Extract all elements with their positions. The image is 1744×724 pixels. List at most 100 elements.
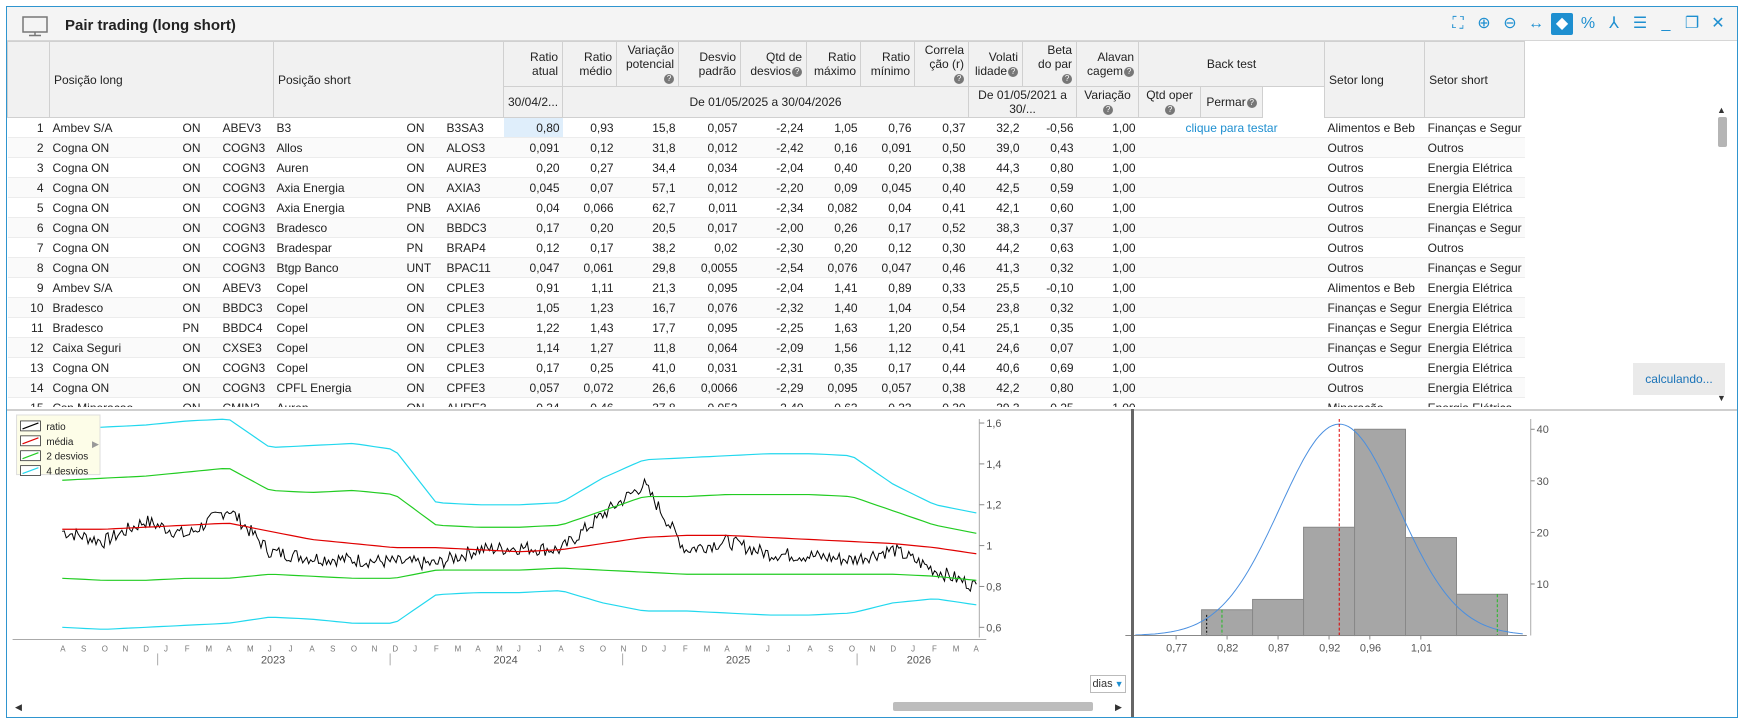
table-row[interactable]: 12 Caixa Seguri ON CXSE3 Copel ON CPLE3 1,14 1,2… (7, 337, 1525, 358)
cell[interactable]: 0,41 (914, 337, 969, 358)
backtest-cell[interactable] (1262, 317, 1325, 338)
cell[interactable]: ON (179, 157, 220, 178)
cell[interactable]: Ambev S/A (49, 117, 180, 138)
cell[interactable]: 0,057 (503, 377, 563, 398)
cell[interactable]: 39,0 (968, 137, 1023, 158)
zoom-out-icon[interactable]: ⊖ (1503, 15, 1517, 32)
cell[interactable]: 0,095 (678, 317, 741, 338)
cell[interactable]: Outros (1324, 137, 1425, 158)
backtest-cell[interactable] (1138, 357, 1201, 378)
backtest-cell[interactable] (1200, 357, 1263, 378)
cell[interactable]: BBDC3 (219, 297, 274, 318)
cell[interactable]: 0,38 (914, 377, 969, 398)
cell[interactable]: -2,04 (740, 277, 807, 298)
cell[interactable]: 57,1 (616, 177, 679, 198)
backtest-cell[interactable] (1138, 237, 1201, 258)
cell[interactable]: Cogna ON (49, 237, 180, 258)
cell[interactable]: Energia Elétrica (1424, 317, 1525, 338)
cell[interactable]: Energia Elétrica (1424, 397, 1525, 407)
cell[interactable]: 0,045 (860, 177, 915, 198)
backtest-cell[interactable] (1262, 337, 1325, 358)
cell[interactable]: 0,40 (914, 177, 969, 198)
cell[interactable]: 62,7 (616, 197, 679, 218)
backtest-cell[interactable] (1138, 177, 1201, 198)
fit-width-icon[interactable]: ↔ (1528, 15, 1544, 32)
backtest-cell[interactable] (1200, 237, 1263, 258)
cell[interactable]: 0,07 (1022, 337, 1077, 358)
cell[interactable]: BPAC11 (443, 257, 504, 278)
cell[interactable]: Energia Elétrica (1424, 157, 1525, 178)
cell[interactable]: 1,00 (1076, 297, 1139, 318)
cell[interactable]: ON (403, 397, 444, 407)
cell[interactable]: 39,3 (968, 397, 1023, 407)
help-icon[interactable]: ? (954, 73, 965, 84)
cell[interactable]: 0,04 (860, 197, 915, 218)
cell[interactable]: COGN3 (219, 177, 274, 198)
cell[interactable]: 42,5 (968, 177, 1023, 198)
cell[interactable]: 0,30 (914, 397, 969, 407)
cell[interactable]: Copel (273, 337, 404, 358)
backtest-cell[interactable] (1200, 277, 1263, 298)
cell[interactable]: Cogna ON (49, 177, 180, 198)
cell[interactable]: ON (179, 177, 220, 198)
cell[interactable]: 1 (7, 117, 50, 138)
cell[interactable]: 0,38 (914, 157, 969, 178)
cell[interactable]: Mineração (1324, 397, 1425, 407)
header-ratio-medio[interactable]: Ratio médio (562, 41, 618, 87)
cell[interactable]: ON (403, 377, 444, 398)
cell[interactable]: 24,6 (968, 337, 1023, 358)
header-posicao-long[interactable]: Posição long (49, 41, 274, 118)
cell[interactable]: 0,095 (806, 377, 861, 398)
cell[interactable]: Finanças e Segur (1424, 217, 1525, 238)
cell[interactable]: 0,26 (806, 217, 861, 238)
cell[interactable]: Alimentos e Beb (1324, 277, 1425, 298)
cell[interactable]: 38,2 (616, 237, 679, 258)
cell[interactable]: Energia Elétrica (1424, 177, 1525, 198)
cell[interactable]: ALOS3 (443, 137, 504, 158)
cell[interactable]: PN (403, 237, 444, 258)
header-qtd-desvios[interactable]: Qtd de desvios? (740, 41, 808, 87)
cell[interactable]: 0,012 (678, 177, 741, 198)
backtest-cell[interactable] (1138, 277, 1201, 298)
cell[interactable]: 0,33 (914, 277, 969, 298)
cell[interactable]: 0,045 (503, 177, 563, 198)
backtest-cell[interactable] (1262, 397, 1325, 407)
cell[interactable]: BBDC3 (443, 217, 504, 238)
cell[interactable]: Cogna ON (49, 137, 180, 158)
cell[interactable]: Auren (273, 397, 404, 407)
cell[interactable]: 0,35 (1022, 317, 1077, 338)
cell[interactable]: 0,091 (503, 137, 563, 158)
cell[interactable]: -2,29 (740, 377, 807, 398)
cell[interactable]: Outros (1324, 237, 1425, 258)
backtest-cell[interactable] (1200, 157, 1263, 178)
cell[interactable]: 1,00 (1076, 317, 1139, 338)
cell[interactable]: ON (179, 397, 220, 407)
cell[interactable]: CXSE3 (219, 337, 274, 358)
cell[interactable]: 0,93 (562, 117, 617, 138)
cell[interactable]: Energia Elétrica (1424, 357, 1525, 378)
header-variacao[interactable]: Variação potencial? (616, 41, 680, 87)
cell[interactable]: AXIA3 (443, 177, 504, 198)
cell[interactable]: Cogna ON (49, 157, 180, 178)
cell[interactable]: ON (179, 237, 220, 258)
cell[interactable]: PN (179, 317, 220, 338)
cell[interactable]: 0,076 (678, 297, 741, 318)
cell[interactable]: -2,25 (740, 317, 807, 338)
cell[interactable]: 0,43 (1022, 137, 1077, 158)
cell[interactable]: 1,63 (806, 317, 861, 338)
help-icon[interactable]: ? (1246, 97, 1257, 108)
table-row[interactable]: 15Csn MineracaoONCMIN3AurenONAURE30,340,… (7, 397, 1525, 407)
cell[interactable]: 12 (7, 337, 50, 358)
scroll-thumb[interactable] (1718, 117, 1727, 147)
table-row[interactable]: 2 Cogna ON ON COGN3 Allos ON ALOS3 0,091 0,12 31,… (7, 137, 1525, 158)
panel-splitter[interactable] (1131, 409, 1134, 717)
cell[interactable]: 1,00 (1076, 117, 1139, 138)
help-icon[interactable]: ? (792, 66, 803, 77)
cell[interactable]: 0,064 (678, 337, 741, 358)
cell[interactable]: 1,00 (1076, 277, 1139, 298)
cell[interactable]: 1,00 (1076, 177, 1139, 198)
cell[interactable]: 0,061 (562, 257, 617, 278)
header-bt-variacao[interactable]: Variação? (1076, 86, 1140, 118)
cell[interactable]: ON (403, 117, 444, 138)
cell[interactable]: 41,0 (616, 357, 679, 378)
